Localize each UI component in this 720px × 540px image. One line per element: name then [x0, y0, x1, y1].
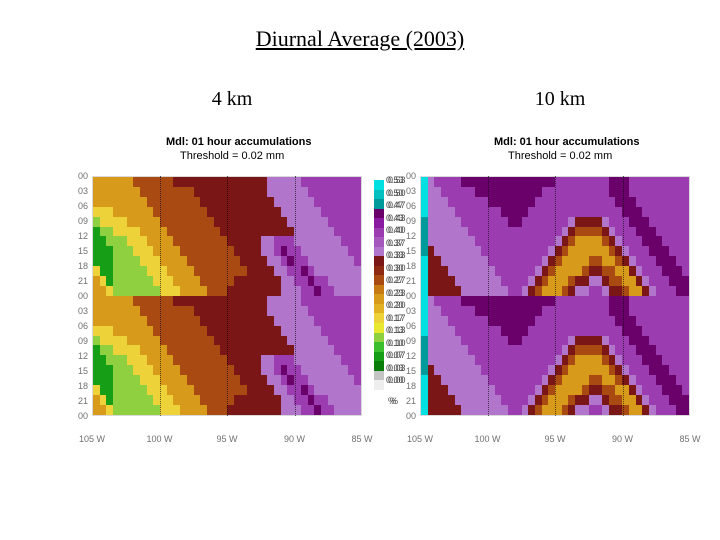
colorbar-tick: 0.30: [386, 263, 404, 273]
xtick: 105 W: [79, 434, 105, 444]
column-title-left: 4 km: [172, 88, 292, 111]
colorbar-tick: 0.50: [386, 188, 404, 198]
column-title-right: 10 km: [500, 88, 620, 111]
page-root: Diurnal Average (2003) 4 km 10 km Mdl: 0…: [0, 0, 720, 540]
panel-suptitle: Mdl: 01 hour accumulations: [494, 136, 639, 148]
ytick: 12: [66, 231, 88, 241]
colorbar-tick: 0.33: [386, 250, 404, 260]
colorbar-tick: 0.17: [386, 313, 404, 323]
ytick: 00: [394, 411, 416, 421]
panel-10km: Mdl: 01 hour accumulations Threshold = 0…: [404, 130, 718, 440]
colorbar-tick: 0.10: [386, 338, 404, 348]
ytick: 12: [66, 351, 88, 361]
colorbar-tick: 0.27: [386, 275, 404, 285]
ytick: 03: [66, 186, 88, 196]
xtick: 95 W: [216, 434, 237, 444]
grid-guide: [555, 176, 556, 416]
panel-subtitle: Threshold = 0.02 mm: [508, 150, 612, 162]
xtick: 100 W: [146, 434, 172, 444]
xtick: 90 W: [284, 434, 305, 444]
colorbar-unit: %: [390, 396, 398, 406]
page-title: Diurnal Average (2003): [0, 26, 720, 52]
colorbar-tick: 0.20: [386, 300, 404, 310]
colorbar-tick: 0.23: [386, 288, 404, 298]
xtick: 95 W: [544, 434, 565, 444]
ytick: 06: [66, 321, 88, 331]
panel-subtitle: Threshold = 0.02 mm: [180, 150, 284, 162]
ytick: 21: [66, 396, 88, 406]
colorbar-tick: 0.13: [386, 325, 404, 335]
xtick: 85 W: [679, 434, 700, 444]
colorbar-tick: 0.47: [386, 200, 404, 210]
colorbar-tick: 0.43: [386, 213, 404, 223]
ytick: 15: [66, 366, 88, 376]
colorbar-tick: 0.00: [386, 375, 404, 385]
xtick: 85 W: [351, 434, 372, 444]
grid-guide: [295, 176, 296, 416]
grid-guide: [160, 176, 161, 416]
grid-guide: [488, 176, 489, 416]
colorbar-tick: 0.53: [386, 175, 404, 185]
grid-guide: [227, 176, 228, 416]
ytick: 06: [66, 201, 88, 211]
ytick: 21: [66, 276, 88, 286]
panel-4km: Mdl: 01 hour accumulations Threshold = 0…: [76, 130, 390, 440]
ytick: 18: [66, 381, 88, 391]
ytick: 09: [66, 216, 88, 226]
ytick: 00: [66, 171, 88, 181]
colorbar-tick: 0.07: [386, 350, 404, 360]
colorbar-10km: [374, 180, 384, 390]
xtick: 105 W: [407, 434, 433, 444]
ytick: 00: [66, 411, 88, 421]
ytick: 18: [66, 261, 88, 271]
ytick: 00: [66, 291, 88, 301]
colorbar-tick: 0.37: [386, 238, 404, 248]
xtick: 90 W: [612, 434, 633, 444]
panel-suptitle: Mdl: 01 hour accumulations: [166, 136, 311, 148]
grid-guide: [623, 176, 624, 416]
ytick: 03: [66, 306, 88, 316]
colorbar-tick: 0.40: [386, 225, 404, 235]
ytick: 09: [66, 336, 88, 346]
ytick: 15: [66, 246, 88, 256]
colorbar-tick: 0.03: [386, 363, 404, 373]
xtick: 100 W: [474, 434, 500, 444]
